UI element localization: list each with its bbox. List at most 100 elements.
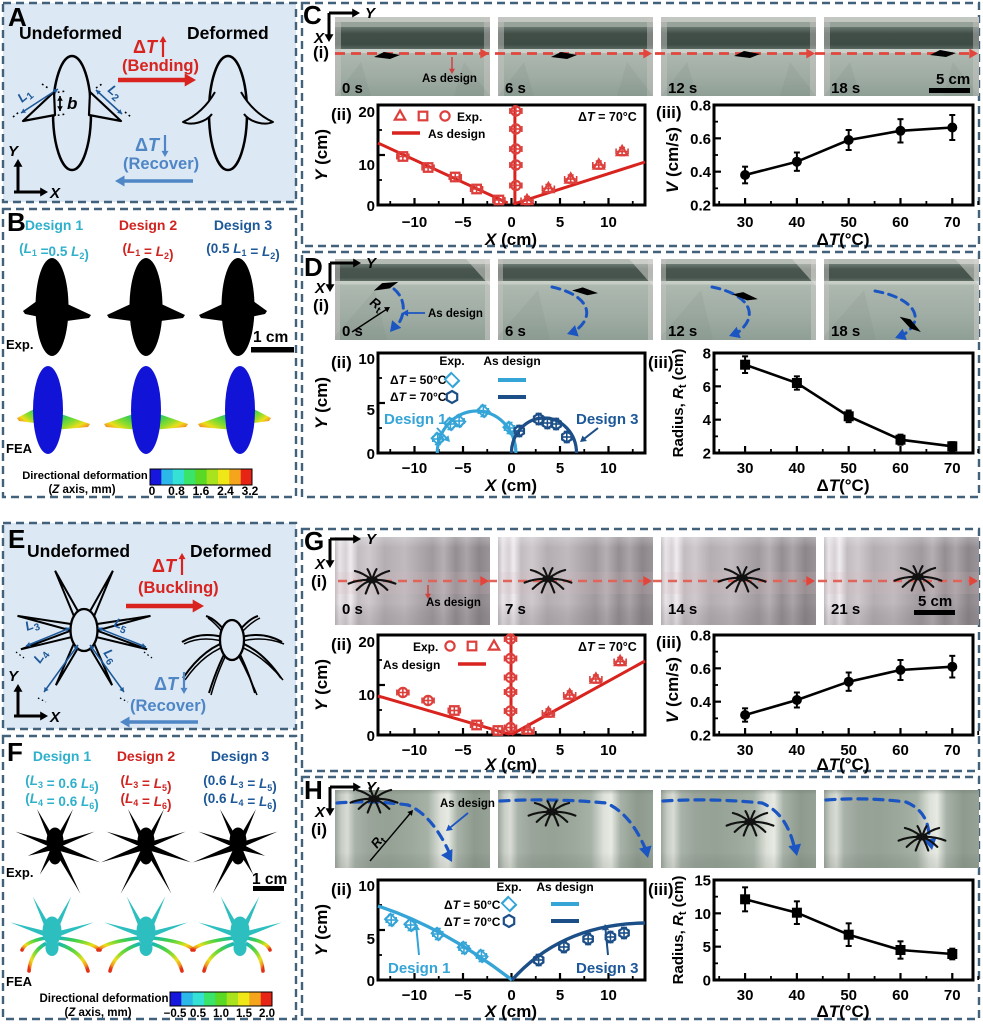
svg-text:50: 50 (840, 987, 857, 1004)
svg-text:F: F (7, 737, 23, 767)
svg-text:60: 60 (892, 742, 909, 759)
svg-text:5 cm: 5 cm (936, 71, 970, 88)
svg-text:(Z axis, mm): (Z axis, mm) (48, 484, 115, 496)
svg-text:0: 0 (703, 973, 711, 990)
svg-text:10: 10 (600, 460, 617, 477)
svg-text:0.5: 0.5 (190, 1008, 207, 1020)
svg-text:10: 10 (358, 878, 375, 895)
svg-text:7 s: 7 s (505, 601, 526, 618)
svg-text:(i): (i) (313, 296, 329, 315)
svg-text:Y: Y (366, 531, 378, 548)
svg-text:X: X (314, 556, 326, 573)
svg-text:Y (cm): Y (cm) (312, 377, 331, 429)
svg-text:Design 1: Design 1 (384, 411, 447, 428)
svg-text:ΔT: ΔT (133, 37, 159, 57)
svg-text:6 s: 6 s (505, 323, 526, 340)
svg-text:Design 3: Design 3 (576, 960, 639, 977)
svg-text:60: 60 (892, 460, 909, 477)
svg-text:21 s: 21 s (831, 601, 860, 618)
svg-text:1 cm: 1 cm (252, 871, 287, 888)
svg-text:−5: −5 (454, 742, 471, 759)
svg-text:8: 8 (703, 346, 711, 363)
svg-text:Design 3: Design 3 (576, 411, 639, 428)
svg-text:Radius, Rt (cm): Radius, Rt (cm) (670, 349, 689, 458)
svg-text:70: 70 (944, 214, 961, 231)
svg-text:As design: As design (426, 597, 481, 609)
svg-text:ΔT(°C): ΔT(°C) (816, 230, 869, 249)
svg-text:30: 30 (737, 214, 754, 231)
svg-text:Design 2: Design 2 (117, 748, 176, 764)
svg-text:As design: As design (483, 354, 540, 368)
svg-text:Y: Y (365, 5, 377, 22)
svg-text:30: 30 (737, 987, 754, 1004)
svg-text:Y: Y (8, 668, 20, 685)
svg-text:5: 5 (367, 931, 375, 948)
svg-text:20: 20 (358, 104, 375, 121)
svg-text:(L1 =0.5 L2): (L1 =0.5 L2) (19, 241, 89, 262)
svg-text:6 s: 6 s (505, 80, 526, 97)
svg-text:Exp.: Exp. (6, 337, 33, 352)
svg-text:50: 50 (840, 214, 857, 231)
svg-text:0: 0 (367, 728, 375, 745)
svg-text:−10: −10 (402, 460, 427, 477)
svg-text:0: 0 (149, 484, 156, 498)
svg-text:(Buckling): (Buckling) (138, 579, 219, 597)
svg-text:Directional deformation: Directional deformation (22, 470, 148, 482)
svg-text:0.6: 0.6 (690, 131, 711, 148)
svg-text:5: 5 (556, 214, 564, 231)
svg-text:Radius, Rt (cm): Radius, Rt (cm) (670, 876, 689, 985)
svg-text:(L3 = L5): (L3 = L5) (121, 773, 172, 794)
svg-text:Design 3: Design 3 (211, 748, 270, 764)
svg-text:ΔT = 70°C: ΔT = 70°C (578, 640, 637, 654)
svg-text:ΔT: ΔT (154, 674, 180, 694)
svg-text:0 s: 0 s (342, 80, 363, 97)
svg-text:5: 5 (556, 460, 564, 477)
svg-text:2.4: 2.4 (217, 484, 234, 498)
svg-text:14 s: 14 s (668, 601, 697, 618)
svg-text:10: 10 (358, 157, 375, 174)
svg-text:Undeformed: Undeformed (19, 23, 122, 43)
svg-text:40: 40 (789, 214, 806, 231)
svg-text:1.6: 1.6 (193, 484, 210, 498)
svg-text:Y: Y (8, 143, 20, 160)
svg-text:Exp.: Exp. (6, 865, 33, 880)
svg-text:0.2: 0.2 (690, 728, 711, 745)
svg-text:70: 70 (944, 987, 961, 1004)
svg-text:ΔT: ΔT (152, 556, 178, 576)
svg-text:Design 2: Design 2 (119, 217, 178, 233)
svg-text:ΔT = 50°C: ΔT = 50°C (390, 373, 447, 387)
svg-text:(i): (i) (313, 43, 329, 62)
svg-text:Undeformed: Undeformed (27, 541, 130, 561)
svg-text:As design: As design (428, 127, 485, 141)
svg-text:60: 60 (892, 987, 909, 1004)
svg-text:6: 6 (703, 379, 711, 396)
svg-text:10: 10 (600, 214, 617, 231)
svg-text:0.8: 0.8 (168, 484, 185, 498)
svg-text:ΔT: ΔT (135, 135, 161, 155)
svg-text:(0.5 L1 = L2): (0.5 L1 = L2) (206, 241, 279, 262)
svg-text:40: 40 (789, 987, 806, 1004)
svg-text:(L4 = 0.6 L6): (L4 = 0.6 L6) (25, 791, 98, 812)
svg-text:5: 5 (367, 402, 375, 419)
svg-text:Y: Y (366, 779, 378, 796)
svg-text:FEA: FEA (6, 441, 33, 456)
svg-text:20: 20 (358, 634, 375, 651)
svg-text:0: 0 (367, 973, 375, 990)
svg-text:−10: −10 (402, 742, 427, 759)
svg-text:−0.5: −0.5 (164, 1008, 187, 1020)
svg-text:0.4: 0.4 (690, 164, 712, 181)
svg-text:X: X (314, 280, 326, 297)
svg-text:b: b (67, 94, 77, 113)
svg-text:1.0: 1.0 (213, 1008, 229, 1020)
svg-text:0: 0 (507, 987, 515, 1004)
svg-text:A: A (8, 2, 27, 32)
svg-text:Exp.: Exp. (439, 354, 464, 368)
svg-text:ΔT(°C): ΔT(°C) (816, 1002, 869, 1021)
svg-text:10: 10 (600, 987, 617, 1004)
svg-text:ΔT = 70°C: ΔT = 70°C (390, 390, 447, 404)
svg-text:Directional deformation: Directional deformation (39, 993, 168, 1005)
svg-text:Deformed: Deformed (190, 541, 272, 561)
svg-text:30: 30 (737, 460, 754, 477)
svg-text:0: 0 (367, 198, 375, 215)
svg-text:10: 10 (600, 742, 617, 759)
